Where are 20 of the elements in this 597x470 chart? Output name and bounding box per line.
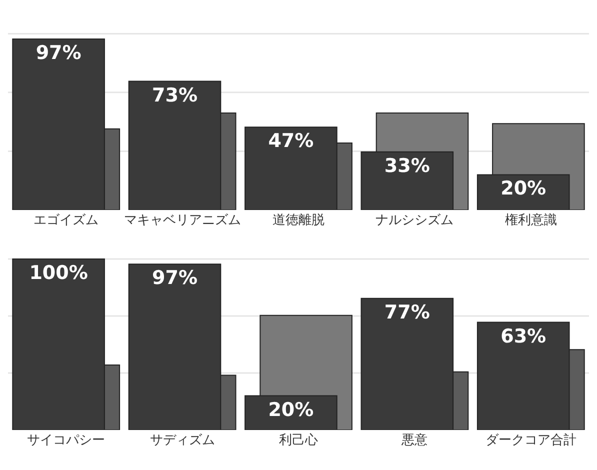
- x-tick-label: 利己心: [279, 432, 318, 448]
- data-label: 33%: [384, 154, 430, 177]
- data-label: 97%: [152, 267, 198, 290]
- x-tick-label: サディズム: [150, 433, 215, 448]
- x-tick-label: ダークコア合計: [485, 433, 576, 448]
- data-label: 20%: [268, 398, 314, 421]
- data-label: 73%: [152, 84, 198, 106]
- x-tick-label: サイコパシー: [27, 433, 106, 448]
- data-label: 47%: [268, 130, 314, 152]
- data-label: 63%: [500, 325, 546, 348]
- data-label: 20%: [500, 178, 546, 200]
- x-tick-label: 道徳離脱: [272, 213, 324, 228]
- x-tick-label: エゴイズム: [34, 213, 99, 228]
- x-tick-label: ナルシシズム: [376, 213, 454, 228]
- data-label: 100%: [29, 262, 88, 284]
- x-tick-label: 悪意: [400, 433, 428, 448]
- x-tick-label: 権利意識: [504, 213, 557, 228]
- x-tick-label: マキャベリアニズム: [124, 213, 241, 228]
- data-label: 77%: [384, 301, 430, 324]
- data-label: 97%: [36, 42, 82, 64]
